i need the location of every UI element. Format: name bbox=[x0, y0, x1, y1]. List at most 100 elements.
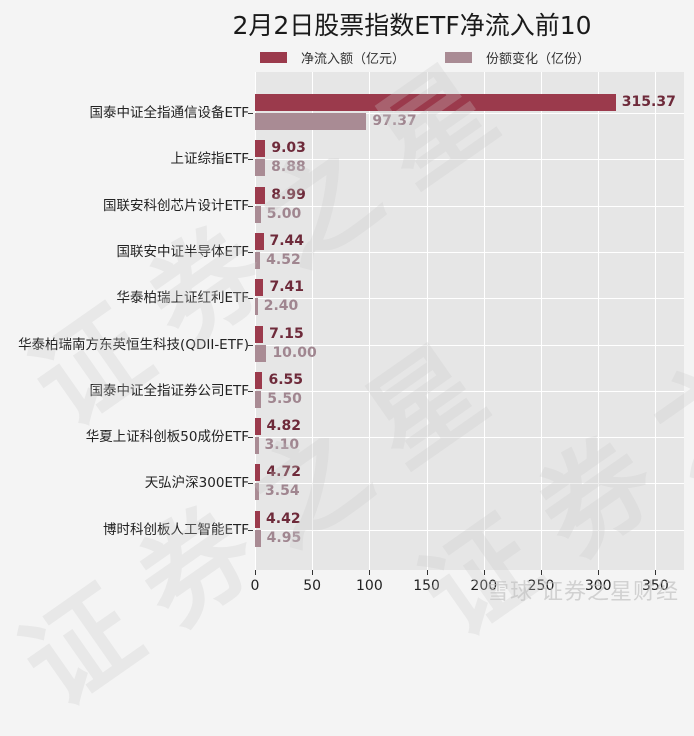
value-label-net-inflow: 7.15 bbox=[269, 325, 304, 342]
bar-net-inflow[interactable] bbox=[255, 418, 261, 436]
gridline-x bbox=[655, 72, 657, 570]
value-label-share-change: 10.00 bbox=[272, 344, 317, 361]
bar-net-inflow[interactable] bbox=[255, 464, 261, 482]
footer-watermark: 雪球 证券之星财经 bbox=[487, 580, 679, 605]
value-label-share-change: 3.54 bbox=[265, 483, 300, 500]
x-axis-tick-label: 50 bbox=[303, 578, 322, 594]
y-axis-tick bbox=[248, 437, 253, 439]
bar-net-inflow[interactable] bbox=[255, 371, 263, 389]
bar-net-inflow[interactable] bbox=[255, 279, 264, 297]
bar-share-change[interactable] bbox=[255, 159, 266, 177]
gridline-y bbox=[255, 113, 684, 114]
value-label-net-inflow: 7.44 bbox=[269, 232, 305, 249]
category-label: 国联安科创芯片设计ETF bbox=[102, 197, 249, 214]
bar-share-change[interactable] bbox=[255, 529, 261, 547]
gridline-y bbox=[255, 437, 684, 439]
bar-share-change[interactable] bbox=[255, 390, 262, 408]
gridline-y bbox=[255, 529, 684, 531]
gridline-y bbox=[255, 390, 684, 392]
y-axis-tick bbox=[248, 205, 253, 207]
x-axis-tick-label: 300 bbox=[584, 578, 612, 594]
chart-legend: 净流入额（亿元） 份额变化（亿份） bbox=[260, 48, 590, 67]
y-axis-tick bbox=[248, 529, 253, 531]
bar-net-inflow[interactable] bbox=[255, 510, 261, 528]
chart-title: 2月2日股票指数ETF净流入前10 bbox=[232, 11, 592, 40]
bar-share-change[interactable] bbox=[255, 437, 259, 455]
x-axis-tick-label: 200 bbox=[470, 578, 498, 594]
gridline-y bbox=[255, 251, 684, 253]
value-label-share-change: 4.95 bbox=[266, 529, 302, 546]
x-axis-tick bbox=[369, 570, 371, 575]
x-axis-tick-label: 100 bbox=[356, 578, 383, 594]
x-axis-tick-label: 150 bbox=[413, 578, 440, 594]
gridline-x bbox=[369, 72, 371, 570]
value-label-net-inflow: 9.03 bbox=[271, 140, 306, 157]
gridline-y bbox=[255, 483, 684, 485]
category-label: 博时科创板人工智能ETF bbox=[102, 521, 249, 538]
gridline-x bbox=[312, 72, 314, 570]
category-label: 华夏上证科创板50成份ETF bbox=[85, 429, 249, 446]
value-label-share-change: 5.50 bbox=[267, 390, 302, 407]
x-axis-tick-label: 0 bbox=[250, 578, 260, 594]
y-axis-tick bbox=[248, 298, 253, 300]
legend-label-share-change: 份额变化（亿份） bbox=[486, 52, 591, 67]
category-label: 华泰柏瑞上证红利ETF bbox=[116, 290, 249, 307]
x-axis-tick bbox=[655, 570, 657, 575]
gridline-x bbox=[598, 72, 600, 570]
value-label-net-inflow: 6.55 bbox=[268, 371, 304, 388]
x-axis-tick-label: 350 bbox=[642, 578, 669, 594]
y-axis-tick bbox=[248, 159, 253, 161]
value-label-share-change: 5.00 bbox=[266, 205, 302, 222]
value-label-net-inflow: 8.99 bbox=[271, 186, 306, 203]
legend-label-net-inflow: 净流入额（亿元） bbox=[301, 52, 406, 67]
gridline-x bbox=[541, 72, 542, 570]
value-label-share-change: 3.10 bbox=[264, 437, 300, 454]
category-label: 天弘沪深300ETF bbox=[144, 475, 249, 492]
value-label-net-inflow: 4.42 bbox=[266, 510, 301, 527]
bar-share-change[interactable] bbox=[255, 344, 267, 362]
gridline-x bbox=[426, 72, 428, 570]
plot-area: 315.37 97.37 9.03 8.88 8.99 5.00 7.44 4.52 7.41 2… bbox=[255, 72, 684, 570]
legend-item-share-change: 份额变化（亿份） bbox=[445, 48, 590, 67]
bar-share-change[interactable] bbox=[255, 113, 367, 130]
x-axis-tick bbox=[598, 570, 600, 575]
x-axis-tick bbox=[255, 570, 256, 575]
x-axis-tick-label: 250 bbox=[527, 578, 555, 594]
x-axis-tick bbox=[312, 570, 314, 575]
legend-swatch-share-change bbox=[445, 52, 473, 63]
bar-net-inflow[interactable] bbox=[255, 325, 264, 343]
category-label: 上证综指ETF bbox=[170, 151, 249, 168]
bar-net-inflow[interactable] bbox=[255, 232, 264, 250]
bar-share-change[interactable] bbox=[255, 298, 258, 316]
category-label: 国联安中证半导体ETF bbox=[116, 243, 249, 260]
bar-share-change[interactable] bbox=[255, 251, 261, 269]
value-label-share-change: 97.37 bbox=[372, 113, 417, 129]
category-label: 国泰中证全指证券公司ETF bbox=[89, 382, 249, 399]
bar-share-change[interactable] bbox=[255, 205, 261, 223]
value-label-net-inflow: 7.41 bbox=[269, 279, 305, 296]
gridline-y bbox=[255, 205, 684, 207]
value-label-net-inflow: 4.82 bbox=[266, 418, 302, 435]
value-label-net-inflow: 4.72 bbox=[266, 464, 301, 481]
bar-share-change[interactable] bbox=[255, 483, 260, 501]
value-label-share-change: 4.52 bbox=[266, 251, 301, 268]
category-label: 华泰柏瑞南方东英恒生科技(QDII-ETF) bbox=[18, 336, 249, 353]
x-axis-tick bbox=[541, 570, 542, 575]
y-axis-tick bbox=[248, 251, 253, 253]
x-axis-tick bbox=[483, 570, 485, 575]
x-axis-tick bbox=[426, 570, 428, 575]
legend-swatch-net-inflow bbox=[260, 52, 287, 63]
bar-net-inflow[interactable] bbox=[255, 94, 616, 111]
legend-item-net-inflow: 净流入额（亿元） bbox=[260, 48, 405, 67]
gridline-x bbox=[483, 72, 485, 570]
gridline-x bbox=[255, 72, 256, 570]
gridline-y bbox=[255, 159, 684, 161]
value-label-share-change: 8.88 bbox=[271, 159, 306, 176]
bar-net-inflow[interactable] bbox=[255, 186, 266, 204]
y-axis-tick bbox=[248, 113, 253, 114]
gridline-y bbox=[255, 298, 684, 300]
value-label-net-inflow: 315.37 bbox=[621, 94, 676, 110]
y-axis-tick bbox=[248, 390, 253, 392]
y-axis-tick bbox=[248, 344, 253, 346]
bar-net-inflow[interactable] bbox=[255, 140, 266, 158]
